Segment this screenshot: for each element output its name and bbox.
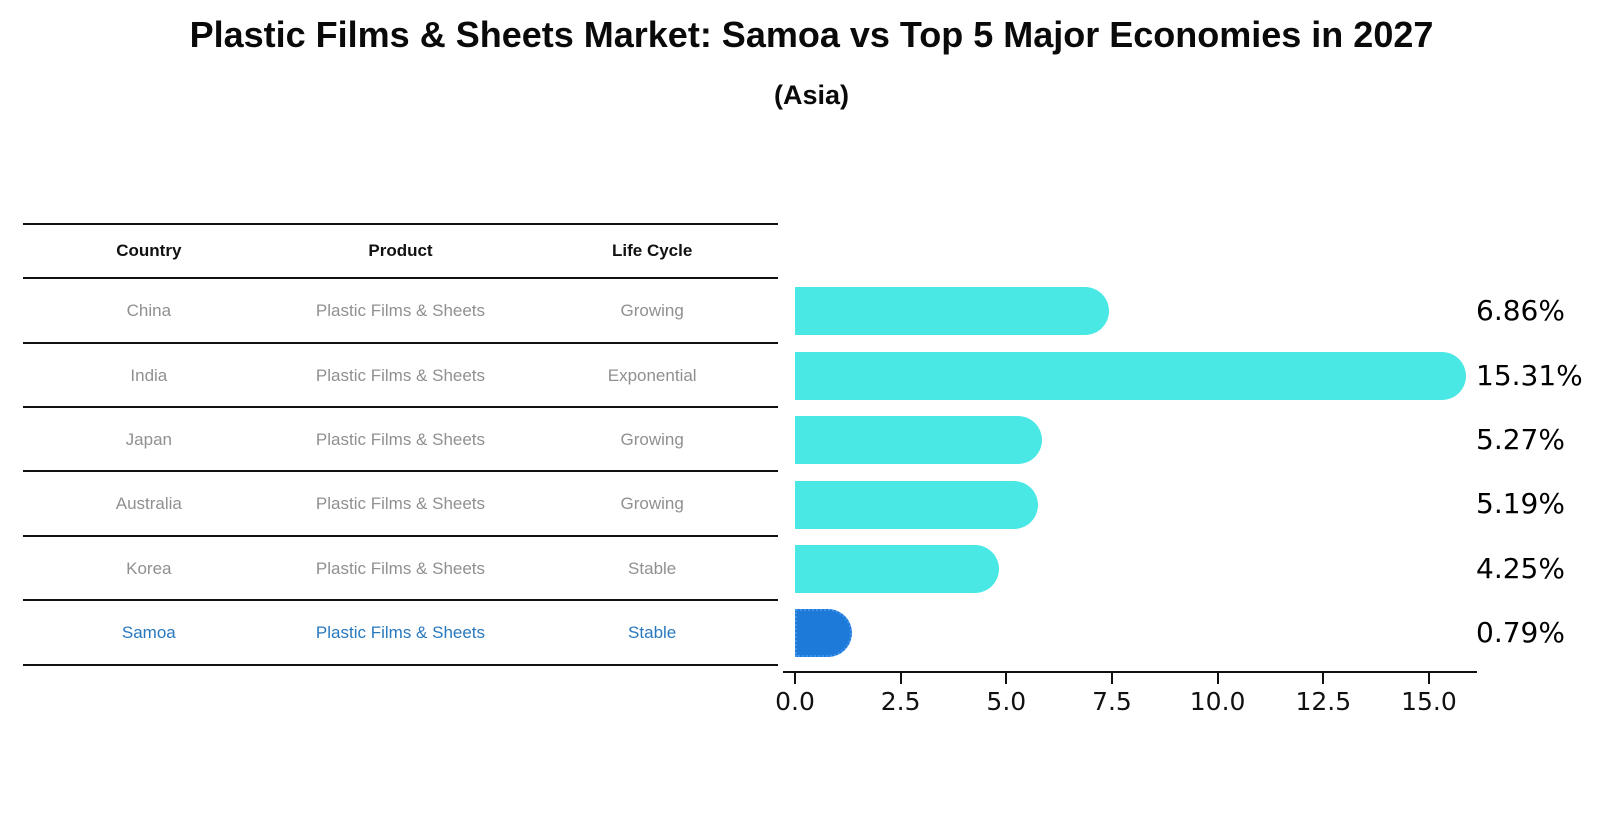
bar xyxy=(795,351,1466,400)
table-row-border xyxy=(23,599,778,602)
table-row-border xyxy=(23,663,778,666)
table-cell-product: Plastic Films & Sheets xyxy=(315,430,486,449)
x-axis-tick xyxy=(899,673,902,684)
table-cell-life-cycle: Stable xyxy=(628,558,677,578)
table-cell-life-cycle: Growing xyxy=(620,430,684,449)
x-axis-tick-label: 10.0 xyxy=(1189,687,1246,716)
bar xyxy=(795,545,999,593)
x-axis-tick-label: 2.5 xyxy=(880,687,921,716)
bar-value-label: 0.79% xyxy=(1476,616,1565,650)
table-top-border xyxy=(23,223,778,225)
table-cell-product: Plastic Films & Sheets xyxy=(315,623,486,643)
bar-samoa-highlight xyxy=(795,609,852,658)
x-axis-tick xyxy=(1110,673,1113,684)
table-cell-country: Japan xyxy=(125,430,172,449)
x-axis-tick-label: 5.0 xyxy=(986,687,1027,716)
table-cell-country: Australia xyxy=(115,494,182,514)
x-axis-tick-label: 12.5 xyxy=(1295,687,1352,716)
table-cell-country: India xyxy=(130,365,168,385)
bar xyxy=(795,480,1038,529)
table-cell-product: Plastic Films & Sheets xyxy=(315,365,486,385)
x-axis-tick-label: 0.0 xyxy=(775,687,815,716)
bar-value-label: 15.31% xyxy=(1476,358,1583,392)
table-header-cell: Product xyxy=(368,241,433,260)
table-header-cell: Country xyxy=(116,241,182,260)
bar xyxy=(795,287,1109,336)
bar-value-label: 5.27% xyxy=(1476,423,1565,456)
table-cell-country: Samoa xyxy=(121,623,176,643)
table-header-border xyxy=(23,277,778,280)
table-cell-product: Plastic Films & Sheets xyxy=(315,494,486,514)
table-cell-life-cycle: Stable xyxy=(628,623,677,643)
table-header-cell: Life Cycle xyxy=(612,241,693,260)
chart-title: Plastic Films & Sheets Market: Samoa vs … xyxy=(189,14,1434,55)
x-axis-tick xyxy=(1427,673,1430,684)
table-cell-life-cycle: Exponential xyxy=(607,365,697,385)
table-cell-country: China xyxy=(126,301,172,321)
table-row-border xyxy=(23,341,778,344)
x-axis-tick xyxy=(1005,673,1008,684)
chart-subtitle: (Asia) xyxy=(773,80,849,110)
table-cell-life-cycle: Growing xyxy=(620,301,684,321)
table-row-border xyxy=(23,406,778,408)
bar xyxy=(795,416,1042,465)
table-row-border xyxy=(23,534,778,537)
table-cell-life-cycle: Growing xyxy=(620,494,684,514)
x-axis-line xyxy=(783,671,1477,673)
x-axis-tick xyxy=(794,673,796,684)
table-cell-product: Plastic Films & Sheets xyxy=(315,558,486,578)
table-row-border xyxy=(23,470,778,473)
bar-value-label: 4.25% xyxy=(1476,551,1565,585)
table-cell-product: Plastic Films & Sheets xyxy=(315,301,486,321)
bar-value-label: 6.86% xyxy=(1476,294,1565,328)
table-cell-country: Korea xyxy=(126,558,172,578)
x-axis-tick-label: 7.5 xyxy=(1092,687,1132,716)
x-axis-tick-label: 15.0 xyxy=(1401,687,1457,716)
x-axis-tick xyxy=(1216,673,1219,684)
bar-value-label: 5.19% xyxy=(1476,487,1565,521)
x-axis-tick xyxy=(1322,673,1325,684)
